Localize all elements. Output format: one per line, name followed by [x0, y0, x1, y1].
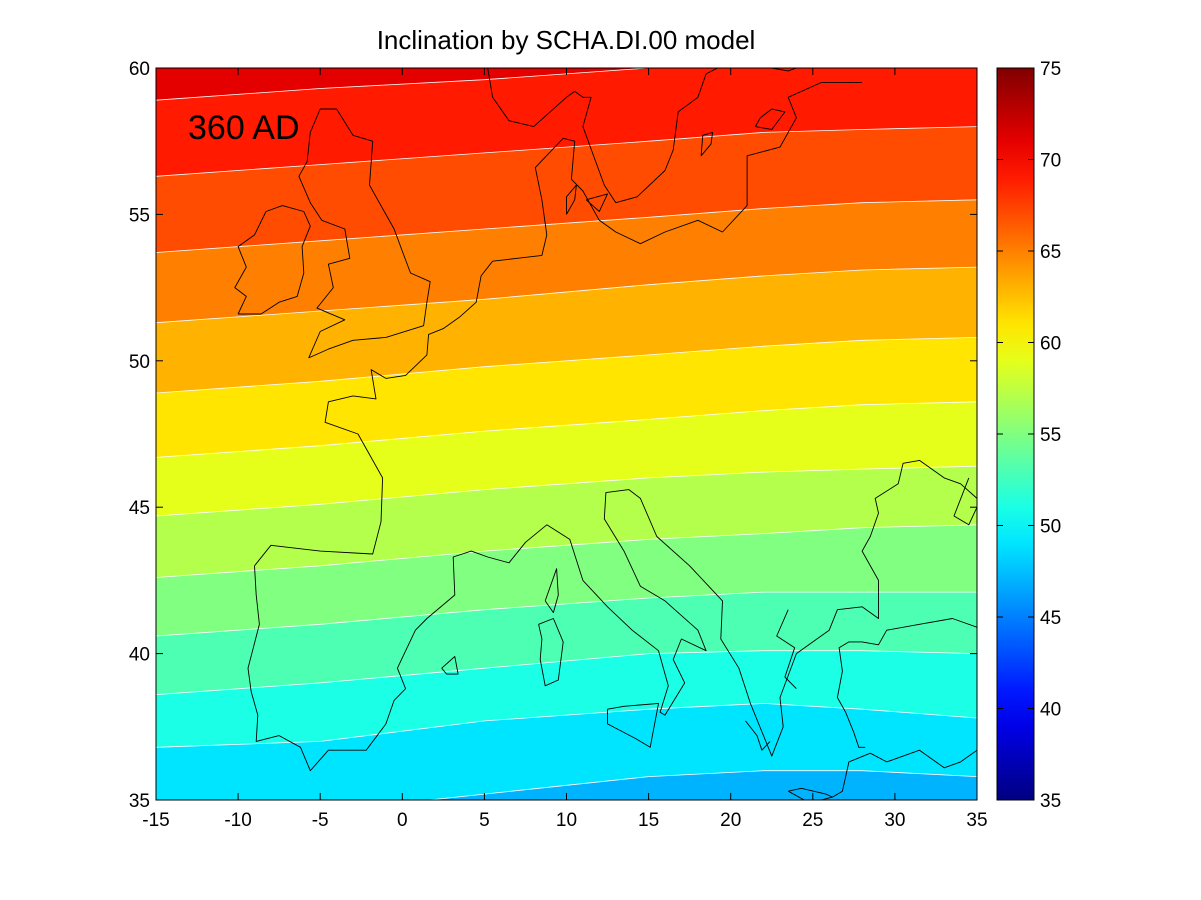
x-tick-label: -15	[142, 810, 169, 831]
colorbar: 35 40 45 50 55 60 65 70 75	[996, 59, 1061, 812]
colorbar-tick-label: 70	[1040, 151, 1061, 172]
coastline-11	[538, 618, 564, 687]
coastline-6	[750, 68, 798, 72]
band-56	[156, 466, 977, 578]
colorbar-tick-label: 55	[1040, 425, 1061, 446]
coastline-9	[566, 184, 577, 215]
coastline-19	[745, 720, 771, 751]
coastline-5	[603, 68, 718, 204]
contour-66	[156, 199, 977, 253]
x-tick-label: 0	[397, 810, 408, 831]
contour-64	[156, 266, 977, 324]
colorbar-ticks: 35 40 45 50 55 60 65 70 75	[997, 59, 1061, 812]
y-tick-label: 55	[129, 205, 150, 226]
coastline-12	[544, 568, 559, 614]
epoch-label: 360 AD	[188, 109, 300, 147]
chart-title: Inclination by SCHA.DI.00 model	[377, 25, 756, 55]
band-52	[156, 592, 977, 695]
x-tick-label: 25	[802, 810, 823, 831]
y-tick-label: 50	[129, 352, 150, 373]
colorbar-tick-label: 75	[1040, 59, 1061, 80]
contour-60	[156, 401, 977, 458]
x-tick-label: 10	[556, 810, 577, 831]
coastline-1	[298, 108, 431, 359]
coastlines	[234, 68, 977, 800]
coastline-15	[787, 787, 833, 800]
band-62	[156, 267, 977, 393]
contour-54	[156, 591, 977, 637]
contour-56	[156, 524, 977, 578]
contour-68	[156, 126, 977, 177]
contour-70	[156, 68, 654, 101]
coastline-17	[836, 618, 977, 748]
band-58	[156, 401, 977, 516]
y-tick-label: 45	[129, 498, 150, 519]
band-60	[156, 337, 977, 458]
coastline-4	[487, 68, 605, 186]
coastline-18	[776, 609, 797, 690]
y-tick-label: 40	[129, 645, 150, 666]
colorbar-tick-label: 45	[1040, 608, 1061, 629]
coastline-10	[585, 193, 608, 212]
x-tick-label: 15	[638, 810, 659, 831]
y-axis: 35 40 45 50 55 60	[129, 59, 977, 812]
colorbar-tick-label: 35	[1040, 791, 1061, 812]
x-tick-label: 30	[884, 810, 905, 831]
x-tick-label: -10	[224, 810, 251, 831]
colorbar-ramp	[996, 67, 1035, 801]
colorbar-tick-label: 60	[1040, 334, 1061, 355]
colorbar-tick-label: 40	[1040, 700, 1061, 721]
band-68	[156, 68, 977, 177]
coastline-13	[607, 702, 659, 748]
coastline-0	[234, 205, 311, 315]
map-plot	[156, 68, 977, 800]
y-tick-label: 60	[129, 59, 150, 80]
contour-58	[156, 465, 977, 517]
contour-62	[156, 337, 977, 394]
coastline-8	[700, 131, 714, 157]
band-48	[156, 703, 977, 800]
colorbar-tick-label: 50	[1040, 517, 1061, 538]
coastline-3	[254, 82, 863, 567]
colorbar-tick-label: 65	[1040, 242, 1061, 263]
band-50	[156, 650, 977, 748]
inclination-bands	[156, 68, 977, 800]
coastline-2	[247, 459, 977, 772]
x-tick-label: 5	[479, 810, 490, 831]
contour-48	[425, 770, 977, 800]
contour-50	[156, 702, 977, 748]
coastline-14	[441, 656, 459, 675]
band-66	[156, 126, 977, 253]
coastline-16	[832, 749, 977, 798]
x-axis: -15 -10 -5 0 5 10 15 20 25 30 35	[142, 68, 988, 831]
band-54	[156, 524, 977, 636]
x-tick-label: 35	[966, 810, 987, 831]
y-tick-label: 35	[129, 791, 150, 812]
x-tick-label: 20	[720, 810, 741, 831]
x-tick-label: -5	[312, 810, 329, 831]
contour-52	[156, 650, 977, 695]
contour-lines	[156, 68, 977, 800]
coastline-7	[754, 108, 786, 130]
coastline-20	[953, 477, 977, 526]
band-64	[156, 199, 977, 323]
